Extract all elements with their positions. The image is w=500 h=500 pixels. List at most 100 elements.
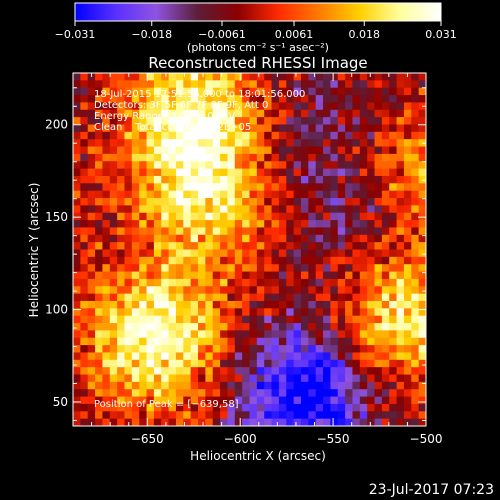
- heatmap-cell: [205, 308, 214, 317]
- heatmap-cell: [323, 323, 331, 331]
- heatmap-cell: [359, 315, 368, 324]
- heatmap-cell: [80, 374, 89, 383]
- heatmap-cell: [330, 374, 339, 383]
- heatmap-cell: [293, 109, 302, 118]
- heatmap-cell: [227, 323, 236, 331]
- heatmap-cell: [403, 117, 412, 126]
- heatmap-cell: [374, 323, 383, 331]
- heatmap-cell: [374, 389, 383, 398]
- heatmap-cell: [146, 227, 155, 236]
- heatmap-cell: [198, 293, 206, 302]
- heatmap-cell: [139, 389, 148, 398]
- heatmap-cell: [95, 212, 104, 221]
- heatmap-cell: [249, 286, 258, 295]
- heatmap-cell: [175, 131, 184, 140]
- heatmap-cell: [139, 381, 148, 390]
- heatmap-cell: [271, 278, 280, 287]
- heatmap-cell: [220, 139, 229, 148]
- heatmap-cell: [308, 278, 317, 287]
- heatmap-cell: [264, 256, 273, 265]
- heatmap-cell: [80, 73, 89, 81]
- heatmap-cell: [175, 212, 184, 221]
- heatmap-cell: [212, 323, 221, 331]
- heatmap-cell: [396, 168, 405, 177]
- heatmap-cell: [131, 367, 140, 376]
- heatmap-cell: [190, 234, 199, 243]
- heatmap-cell: [198, 330, 206, 339]
- heatmap-cell: [286, 396, 295, 405]
- heatmap-cell: [190, 300, 199, 309]
- heatmap-cell: [271, 80, 280, 89]
- heatmap-cell: [109, 161, 118, 170]
- heatmap-cell: [323, 190, 331, 199]
- heatmap-cell: [139, 198, 148, 206]
- heatmap-cell: [396, 374, 405, 383]
- heatmap-cell: [323, 227, 331, 236]
- heatmap-cell: [249, 278, 258, 287]
- heatmap-cell: [242, 367, 251, 376]
- heatmap-cell: [227, 146, 236, 155]
- heatmap-cell: [293, 300, 302, 309]
- colorbar-unit-label: (photons cm⁻² s⁻¹ asec⁻²): [187, 41, 329, 54]
- heatmap-cell: [352, 286, 361, 295]
- heatmap-cell: [396, 234, 405, 243]
- heatmap-cell: [80, 396, 89, 405]
- heatmap-cell: [330, 234, 339, 243]
- heatmap-cell: [161, 234, 170, 243]
- heatmap-cell: [396, 205, 405, 214]
- heatmap-cell: [242, 389, 251, 398]
- heatmap-cell: [396, 264, 405, 273]
- heatmap-cell: [242, 73, 251, 81]
- heatmap-cell: [117, 227, 126, 236]
- heatmap-cell: [286, 323, 295, 331]
- heatmap-cell: [227, 300, 236, 309]
- heatmap-cell: [153, 95, 162, 104]
- heatmap-cell: [198, 153, 206, 162]
- heatmap-cell: [264, 131, 273, 140]
- heatmap-cell: [117, 102, 126, 111]
- heatmap-cell: [374, 249, 383, 258]
- heatmap-cell: [109, 396, 118, 405]
- heatmap-cell: [271, 102, 280, 111]
- heatmap-cell: [117, 95, 126, 104]
- heatmap-cell: [95, 249, 104, 258]
- heatmap-cell: [286, 124, 295, 133]
- heatmap-cell: [286, 227, 295, 236]
- heatmap-cell: [249, 80, 258, 89]
- heatmap-cell: [95, 418, 104, 426]
- heatmap-cell: [153, 381, 162, 390]
- heatmap-cell: [411, 168, 420, 177]
- heatmap-cell: [234, 227, 243, 236]
- heatmap-cell: [102, 146, 111, 155]
- x-tick-label: −650: [131, 432, 164, 446]
- heatmap-cell: [330, 381, 339, 390]
- heatmap-cell: [249, 102, 258, 111]
- heatmap-cell: [139, 396, 148, 405]
- heatmap-cell: [124, 345, 133, 354]
- heatmap-cell: [153, 102, 162, 111]
- x-axis-label: Heliocentric X (arcsec): [190, 449, 326, 463]
- heatmap-cell: [205, 161, 214, 170]
- heatmap-cell: [330, 315, 339, 324]
- heatmap-cell: [389, 315, 398, 324]
- heatmap-cell: [183, 183, 192, 192]
- heatmap-cell: [95, 73, 104, 81]
- heatmap-cell: [337, 352, 346, 361]
- heatmap-cell: [183, 278, 192, 287]
- heatmap-cell: [286, 359, 295, 368]
- heatmap-cell: [168, 117, 177, 126]
- heatmap-cell: [168, 109, 177, 118]
- heatmap-cell: [256, 73, 265, 81]
- heatmap-cell: [139, 183, 148, 192]
- heatmap-cell: [271, 234, 280, 243]
- heatmap-cell: [256, 198, 265, 206]
- heatmap-cell: [183, 286, 192, 295]
- heatmap-cell: [278, 389, 287, 398]
- heatmap-cell: [418, 153, 426, 162]
- heatmap-cell: [242, 139, 251, 148]
- heatmap-cell: [293, 87, 302, 96]
- heatmap-cell: [411, 352, 420, 361]
- heatmap-cell: [220, 381, 229, 390]
- heatmap-cell: [337, 278, 346, 287]
- heatmap-cell: [330, 227, 339, 236]
